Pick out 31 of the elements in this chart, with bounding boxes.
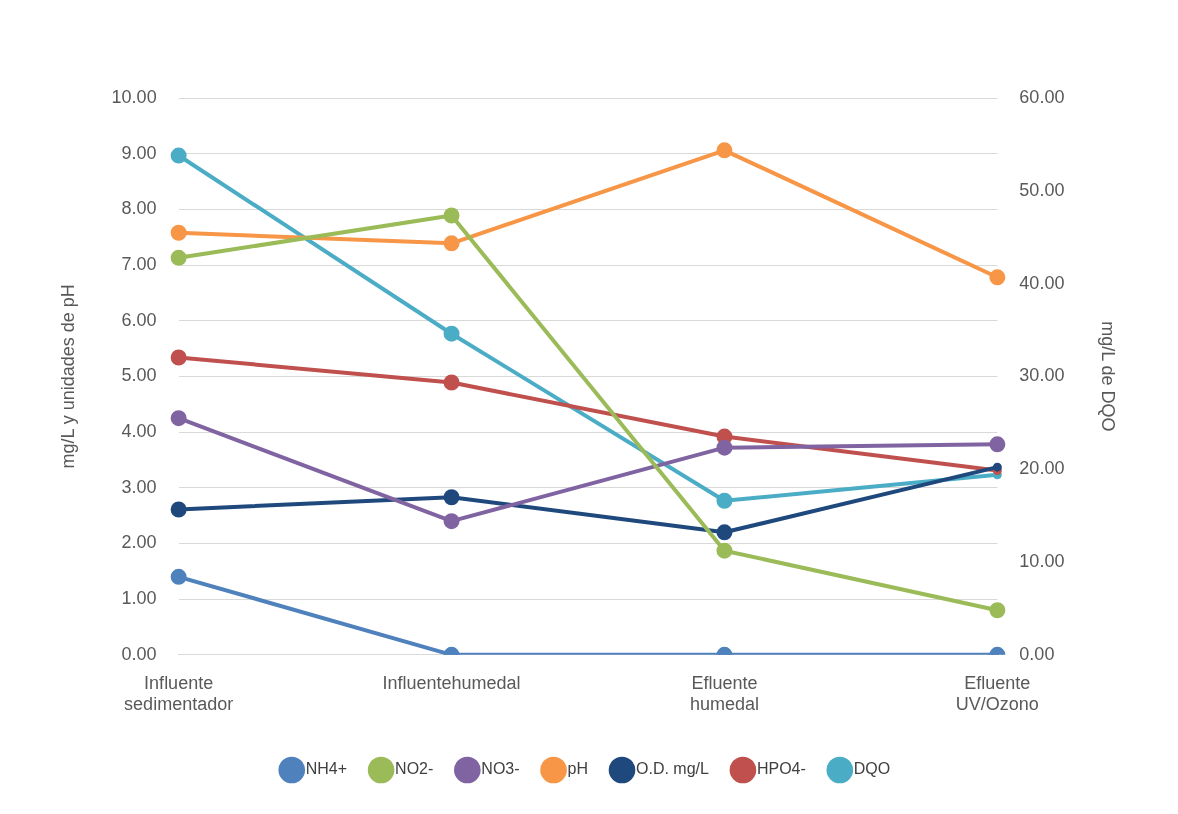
y-tick-label: 7.00 [121,254,157,275]
legend-label: pH [567,760,588,778]
y-tick-label: 3.00 [121,476,157,497]
y2-tick-label: 30.00 [1019,365,1065,386]
y2-tick-label: 60.00 [1019,86,1065,107]
legend-label: NO3- [481,760,520,778]
y2-tick-label: 0.00 [1019,643,1055,664]
y2-axis-title: mg/L de DQO [1098,321,1119,432]
legend-label: NO2- [395,760,434,778]
x-tick-label: Influentehumedal [382,672,521,693]
x-tick-label: Efluente humedal [689,672,759,715]
legend-label: O.D. mg/L [636,760,710,778]
y2-tick-label: 20.00 [1019,458,1065,479]
legend-label: HPO4- [756,760,806,778]
y2-tick-label: 50.00 [1019,179,1065,200]
legend-label: NH4+ [305,760,348,778]
y-tick-label: 10.00 [111,86,157,107]
y-tick-label: 5.00 [121,365,157,386]
y-tick-label: 9.00 [121,142,157,163]
x-tick-label: Influente sedimentador [124,672,234,715]
y-tick-label: 1.00 [121,588,157,609]
y2-tick-label: 40.00 [1019,272,1065,293]
x-tick-label: Efluente UV/Ozono [955,672,1039,715]
legend-label: DQO [853,760,891,778]
y-tick-label: 6.00 [121,309,157,330]
y-axis-title: mg/L y unidades de pH [57,284,78,469]
y-tick-label: 0.00 [121,643,157,664]
y-tick-label: 4.00 [121,421,157,442]
y-tick-label: 2.00 [121,532,157,553]
y-tick-label: 8.00 [121,198,157,219]
y2-tick-label: 10.00 [1019,550,1065,571]
